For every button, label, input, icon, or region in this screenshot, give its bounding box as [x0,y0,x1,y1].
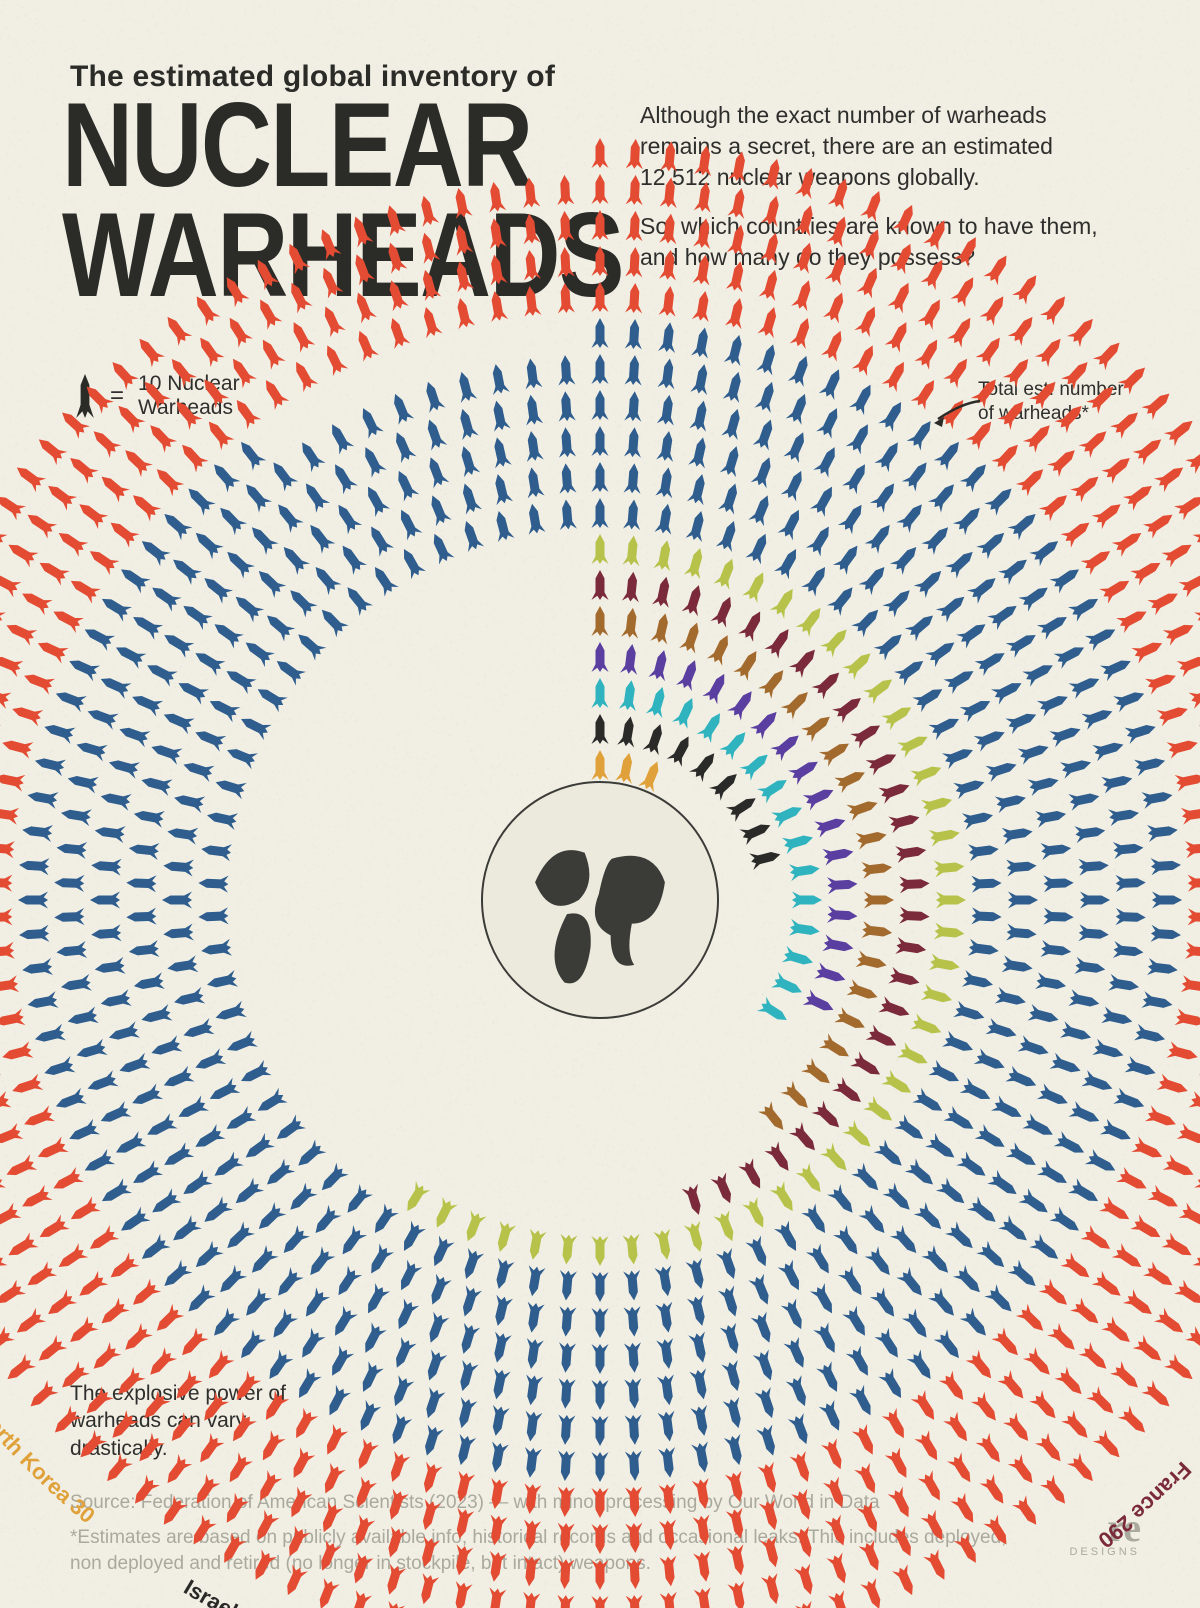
globe-icon [482,782,718,1018]
country-label: North Korea 30 [0,1400,100,1528]
country-label: France 290 [1093,1457,1196,1553]
radial-chart: Russia 5,889US 5,244China 410France 290U… [0,0,1200,1608]
arrow-icon [932,397,982,427]
country-label: Israel 90 [180,1575,269,1608]
